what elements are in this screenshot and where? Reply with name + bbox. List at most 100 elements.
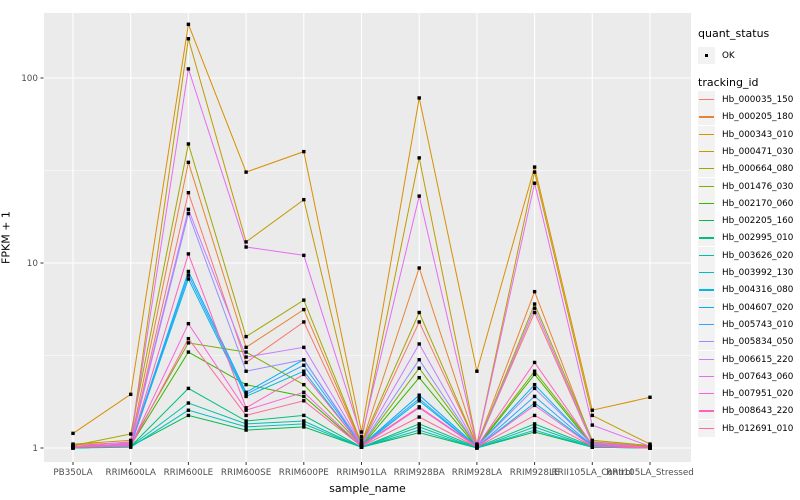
data-point	[532, 170, 537, 174]
data-point	[186, 350, 191, 354]
data-point	[417, 405, 421, 409]
data-point	[302, 372, 306, 377]
x-tick-label: RRII105LA_Control	[552, 468, 634, 478]
legend-label: Hb_012691_010	[722, 423, 794, 434]
data-point	[590, 413, 594, 418]
legend-label: Hb_007951_020	[722, 389, 794, 400]
legend-label: Hb_003992_130	[722, 268, 794, 278]
data-point	[244, 170, 248, 174]
data-point	[532, 360, 537, 365]
data-point	[532, 422, 537, 426]
legend-key-box	[698, 350, 715, 368]
legend-item-Hb_000471_030: Hb_000471_030	[698, 142, 800, 160]
data-point	[129, 440, 133, 444]
legend-key-box	[698, 160, 715, 178]
data-point	[244, 382, 248, 387]
data-point	[186, 336, 191, 341]
legend-label: Hb_006615_220	[722, 354, 794, 365]
legend-line-swatch	[699, 150, 714, 153]
x-tick-label: RRIM928LA	[452, 468, 502, 478]
legend-title-quant-status: quant_status	[698, 27, 770, 40]
x-tick-label: RRIM901LA	[336, 468, 386, 478]
data-point	[186, 37, 191, 41]
legend-label-ok: OK	[722, 51, 735, 61]
x-tick-label: RRIM928LE	[510, 468, 560, 478]
legend-key-box	[698, 264, 715, 281]
legend-key-box	[698, 212, 715, 230]
data-point	[244, 413, 248, 418]
data-point	[244, 334, 248, 339]
legend-label: Hb_000035_150	[722, 95, 794, 105]
data-point	[244, 350, 248, 354]
data-point	[532, 403, 537, 408]
data-point	[532, 181, 537, 185]
y-tick-label: 10	[27, 259, 39, 269]
legend-key-box	[698, 281, 715, 299]
data-point	[302, 358, 306, 362]
legend-item-Hb_005743_010: Hb_005743_010	[698, 315, 800, 333]
data-point	[532, 310, 537, 315]
data-point	[648, 395, 652, 399]
legend-label: Hb_005743_010	[722, 319, 794, 330]
data-point	[302, 345, 306, 350]
data-point	[244, 345, 248, 350]
x-tick-label: RRII105LA_Stressed	[606, 468, 694, 478]
data-point	[417, 396, 421, 401]
legend-label: Hb_002995_010	[722, 233, 794, 244]
legend-key-box	[698, 315, 715, 333]
legend-item-Hb_002205_160: Hb_002205_160	[698, 212, 800, 230]
data-point	[186, 22, 191, 27]
legend-label: Hb_002205_160	[722, 216, 794, 227]
data-point	[590, 408, 594, 412]
legend-key-box	[698, 246, 715, 264]
x-tick-label: PB350LA	[53, 468, 92, 478]
data-point	[532, 401, 537, 405]
legend-item-Hb_000664_080: Hb_000664_080	[698, 160, 800, 178]
data-point	[417, 430, 421, 435]
legend-key-box	[698, 108, 715, 126]
legend-item-Hb_012691_010: Hb_012691_010	[698, 419, 800, 437]
legend-line-swatch	[699, 306, 714, 308]
data-point	[71, 445, 75, 449]
legend-key-box	[698, 194, 715, 212]
data-point	[186, 341, 191, 345]
data-point	[186, 142, 191, 146]
data-point	[417, 375, 421, 380]
data-point	[417, 399, 421, 403]
legend-label: Hb_000471_030	[722, 146, 794, 157]
data-point	[532, 394, 537, 399]
y-tick-label: 1	[32, 444, 38, 454]
data-point	[244, 392, 248, 397]
data-point	[302, 197, 306, 202]
legend-line-swatch	[699, 393, 714, 395]
data-point	[417, 422, 421, 426]
legend-label: Hb_008643_220	[722, 406, 794, 417]
legend-line-swatch	[699, 427, 714, 429]
legend-label: Hb_004316_080	[722, 285, 794, 296]
data-point	[244, 245, 248, 249]
data-point	[302, 320, 306, 324]
y-tick-label: 100	[21, 74, 38, 84]
data-point	[186, 190, 191, 195]
legend-line-swatch	[699, 289, 714, 291]
data-point	[302, 298, 306, 302]
data-point	[302, 422, 306, 426]
legend-line-swatch	[699, 272, 714, 274]
data-point	[186, 386, 191, 391]
data-point	[186, 252, 191, 256]
legend-item-Hb_000035_150: Hb_000035_150	[698, 91, 800, 108]
legend-item-Hb_006615_220: Hb_006615_220	[698, 350, 800, 368]
data-point	[186, 207, 191, 212]
data-point	[302, 363, 306, 367]
legend-line-swatch	[699, 185, 714, 187]
data-point	[244, 240, 248, 244]
data-point	[302, 253, 306, 258]
legend-label: Hb_004607_020	[722, 302, 794, 313]
legend-label: Hb_003626_020	[722, 250, 794, 261]
data-point	[302, 382, 306, 387]
data-point	[532, 386, 537, 391]
data-point	[417, 310, 421, 315]
data-point	[532, 165, 537, 169]
x-axis-title: sample_name	[329, 482, 406, 495]
legend-key-box	[698, 419, 715, 437]
